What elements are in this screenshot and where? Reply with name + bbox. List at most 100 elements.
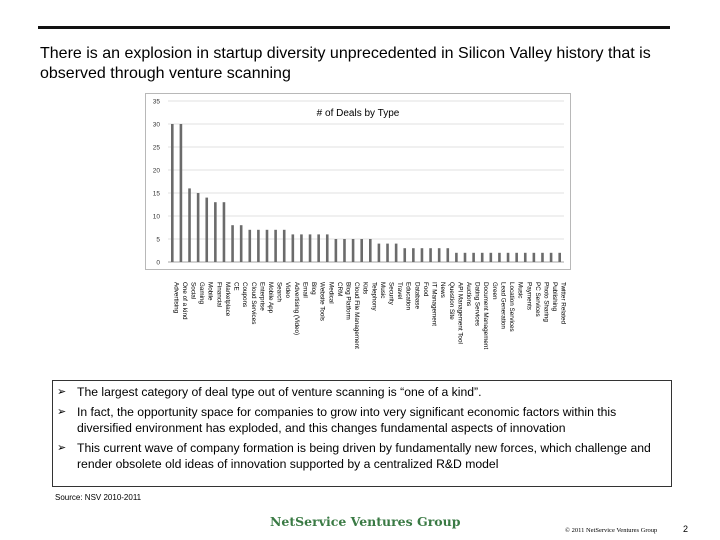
x-tick-label: Music bbox=[517, 282, 524, 298]
arrow-right-icon: ➢ bbox=[57, 442, 67, 454]
y-tick-label: 35 bbox=[153, 99, 161, 106]
y-tick-label: 5 bbox=[156, 237, 160, 244]
x-tick-label: API Management Tool bbox=[456, 282, 463, 344]
x-tick-label: Marketplace bbox=[224, 282, 231, 317]
bar bbox=[171, 124, 174, 262]
chart-title: # of Deals by Type bbox=[317, 108, 400, 119]
bar bbox=[455, 252, 458, 262]
copyright: © 2011 NetService Ventures Group bbox=[565, 527, 658, 534]
x-tick-label: Publishing bbox=[551, 282, 558, 312]
bar bbox=[360, 239, 363, 262]
x-tick-label: Cloud Services bbox=[250, 282, 257, 324]
x-tick-label: PC Services bbox=[534, 282, 541, 317]
bar bbox=[377, 243, 381, 262]
y-tick-label: 25 bbox=[153, 145, 161, 152]
bullet-text: This current wave of company formation i… bbox=[77, 441, 651, 471]
bar bbox=[463, 252, 467, 262]
bar bbox=[446, 248, 450, 262]
x-tick-label: Music bbox=[379, 282, 386, 298]
bar bbox=[291, 234, 295, 262]
bar bbox=[231, 225, 234, 262]
x-tick-label: Email bbox=[301, 282, 308, 298]
y-tick-label: 30 bbox=[153, 122, 161, 129]
x-tick-label: Blog bbox=[310, 282, 317, 295]
x-tick-label: Photo Sharing bbox=[542, 282, 549, 322]
x-tick-label: One of a kind bbox=[181, 282, 188, 320]
bullet-item: ➢ In fact, the opportunity space for com… bbox=[57, 404, 663, 436]
x-tick-label: Mobile App bbox=[267, 282, 274, 314]
bar bbox=[480, 252, 484, 262]
bar bbox=[343, 239, 346, 262]
x-tick-label: Website Tools bbox=[319, 282, 326, 321]
x-tick-label: Dating Services bbox=[474, 282, 481, 326]
bar bbox=[196, 193, 200, 262]
bar bbox=[386, 243, 389, 262]
bar-chart: 0 5 10 15 20 25 30 35 # of Deals by Type Advertis… bbox=[145, 93, 571, 349]
top-rule bbox=[38, 26, 670, 29]
bar bbox=[403, 248, 407, 262]
bar bbox=[472, 252, 475, 262]
page-number: 2 bbox=[683, 524, 689, 534]
arrow-right-icon: ➢ bbox=[57, 406, 67, 418]
bar bbox=[523, 252, 527, 262]
x-tick-label: Auctions bbox=[465, 282, 472, 306]
y-tick-label: 15 bbox=[153, 191, 161, 198]
bar bbox=[541, 252, 544, 262]
x-tick-label: Enterprise bbox=[258, 282, 265, 311]
bar bbox=[515, 252, 518, 262]
x-tick-label: Security bbox=[388, 282, 395, 306]
bar bbox=[437, 248, 441, 262]
x-tick-label: Coupons bbox=[241, 282, 248, 307]
bar bbox=[274, 229, 277, 262]
bar bbox=[351, 239, 355, 262]
bullet-item: ➢ The largest category of deal type out … bbox=[57, 384, 663, 400]
company-name: NetService Ventures Group bbox=[270, 514, 461, 529]
bar bbox=[549, 252, 553, 262]
bar bbox=[420, 248, 424, 262]
x-tick-label: Database bbox=[413, 282, 420, 309]
x-tick-label: News bbox=[439, 282, 446, 298]
x-tick-label: CRM bbox=[336, 282, 343, 296]
source-note: Source: NSV 2010-2011 bbox=[55, 493, 142, 502]
bar bbox=[214, 202, 217, 262]
bar bbox=[489, 252, 493, 262]
x-tick-label: Financial bbox=[215, 282, 222, 307]
bar bbox=[205, 197, 209, 262]
x-tick-label: Location Services bbox=[508, 282, 515, 332]
x-tick-label: Education bbox=[405, 282, 412, 311]
bullet-item: ➢ This current wave of company formation… bbox=[57, 440, 663, 472]
x-tick-label: Question Site bbox=[448, 282, 455, 320]
x-tick-label: Social bbox=[190, 282, 197, 299]
bar bbox=[300, 234, 303, 262]
bar bbox=[239, 225, 243, 262]
x-tick-label: Twitter Related bbox=[560, 282, 567, 324]
x-tick-label: IT Management bbox=[431, 282, 438, 326]
bar bbox=[265, 229, 269, 262]
bar bbox=[188, 188, 191, 262]
x-tick-label: CE bbox=[233, 282, 240, 291]
bar bbox=[222, 202, 226, 262]
x-tick-label: Gaming bbox=[198, 282, 205, 305]
arrow-right-icon: ➢ bbox=[57, 386, 67, 398]
x-tick-label: Mobile bbox=[207, 282, 214, 301]
x-tick-label: Document Management bbox=[482, 282, 489, 349]
bullet-text: In fact, the opportunity space for compa… bbox=[77, 405, 617, 435]
x-tick-label: Telephony bbox=[370, 282, 377, 312]
bar bbox=[498, 252, 501, 262]
x-tick-label: Medical bbox=[327, 282, 334, 304]
bar bbox=[317, 234, 320, 262]
x-tick-label: Blog Platform bbox=[344, 282, 351, 320]
x-tick-label: Kids bbox=[362, 282, 369, 294]
x-tick-label: Advertising bbox=[172, 282, 179, 314]
bar bbox=[325, 234, 329, 262]
bar bbox=[394, 243, 398, 262]
y-tick-label: 0 bbox=[156, 260, 160, 267]
slide-title: There is an explosion in startup diversi… bbox=[40, 45, 651, 82]
x-tick-label: Search bbox=[276, 282, 283, 302]
bar bbox=[412, 248, 415, 262]
y-tick-label: 10 bbox=[153, 214, 161, 221]
bar bbox=[257, 229, 260, 262]
bar bbox=[532, 252, 536, 262]
x-tick-label: Green bbox=[491, 282, 498, 300]
bar bbox=[308, 234, 312, 262]
